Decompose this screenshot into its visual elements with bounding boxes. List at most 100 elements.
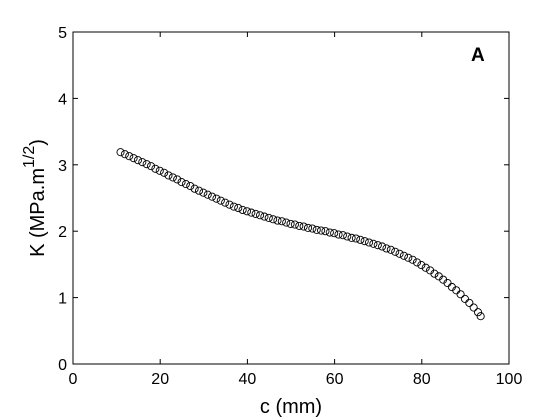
data-point (347, 233, 356, 242)
data-point (247, 208, 256, 217)
data-point (338, 231, 347, 240)
data-point (460, 294, 470, 303)
data-point (391, 247, 400, 256)
data-point (334, 230, 343, 239)
data-point (199, 188, 208, 197)
data-point (242, 207, 252, 216)
data-point (295, 221, 304, 230)
data-point (473, 308, 483, 317)
data-point (360, 237, 369, 246)
data-point (378, 242, 387, 251)
x-axis-label: c (mm) (260, 396, 322, 418)
data-point (356, 235, 365, 244)
data-point (317, 226, 326, 235)
data-point (125, 152, 134, 161)
data-point (120, 150, 129, 159)
data-point (208, 192, 217, 201)
data-point (369, 239, 378, 248)
y-axis-label: K (MPa.m1/2) (21, 139, 49, 257)
data-point (229, 202, 238, 211)
y-axis-label-main: K (MPa.m (27, 168, 49, 257)
data-point (330, 229, 339, 238)
data-point (399, 251, 408, 260)
data-point (412, 258, 422, 267)
data-point (251, 209, 260, 218)
data-point (173, 175, 182, 184)
y-axis-label-sup: 1/2 (21, 146, 38, 168)
data-point (155, 166, 164, 175)
data-point (421, 263, 430, 272)
data-point (264, 213, 273, 222)
data-point (408, 255, 417, 264)
data-point (299, 222, 308, 231)
data-point (212, 194, 221, 203)
data-point (186, 181, 195, 191)
data-point (177, 178, 186, 187)
data-point (194, 186, 204, 195)
data-point (164, 171, 173, 180)
data-point (129, 154, 138, 163)
data-point (221, 198, 230, 207)
y-tick-label: 5 (58, 25, 67, 42)
data-point (255, 211, 265, 220)
data-point (382, 244, 391, 253)
x-tick-label: 0 (69, 371, 78, 388)
x-tick-label: 100 (496, 371, 523, 388)
data-point (321, 227, 330, 236)
y-tick-label: 3 (58, 158, 67, 175)
data-point (168, 173, 177, 182)
data-point (343, 232, 352, 241)
data-point (282, 218, 291, 227)
data-point (238, 205, 247, 214)
y-tick-label: 2 (58, 224, 67, 241)
data-point (303, 223, 313, 232)
data-point (290, 220, 299, 229)
x-tick-label: 80 (413, 371, 431, 388)
x-tick-label: 60 (326, 371, 344, 388)
data-point (386, 245, 395, 254)
y-axis-label-end: ) (27, 139, 49, 146)
data-point (146, 162, 156, 171)
data-point (373, 241, 382, 250)
data-point (203, 190, 212, 199)
data-point (160, 168, 169, 177)
data-point (277, 217, 286, 226)
data-point (260, 212, 269, 221)
x-tick-label: 20 (151, 371, 169, 388)
data-point (443, 278, 452, 288)
data-point (430, 269, 439, 278)
data-point (325, 228, 334, 237)
y-tick-label: 0 (58, 357, 67, 374)
data-point (312, 225, 321, 234)
data-point (273, 216, 282, 225)
data-point (190, 184, 199, 193)
panel-label: A (471, 45, 485, 66)
y-tick-label: 1 (58, 291, 67, 308)
data-point (308, 224, 317, 233)
x-tick-label: 40 (239, 371, 257, 388)
y-tick-label: 4 (58, 91, 67, 108)
data-point (465, 298, 474, 307)
data-point (151, 164, 160, 173)
data-point (138, 158, 147, 167)
data-point (395, 249, 404, 258)
plot-frame (72, 31, 510, 365)
data-point (116, 148, 125, 157)
data-point (452, 286, 461, 295)
data-point (142, 160, 151, 169)
data-points (116, 148, 485, 321)
data-point (351, 234, 361, 243)
data-point (181, 180, 190, 189)
data-point (133, 156, 143, 165)
data-point (216, 196, 225, 205)
data-point (469, 303, 478, 312)
data-point (234, 203, 243, 213)
data-point (269, 215, 278, 224)
data-point (404, 253, 413, 262)
data-point (476, 312, 485, 321)
data-point (225, 200, 234, 209)
data-point (286, 219, 295, 228)
data-point (417, 261, 426, 270)
